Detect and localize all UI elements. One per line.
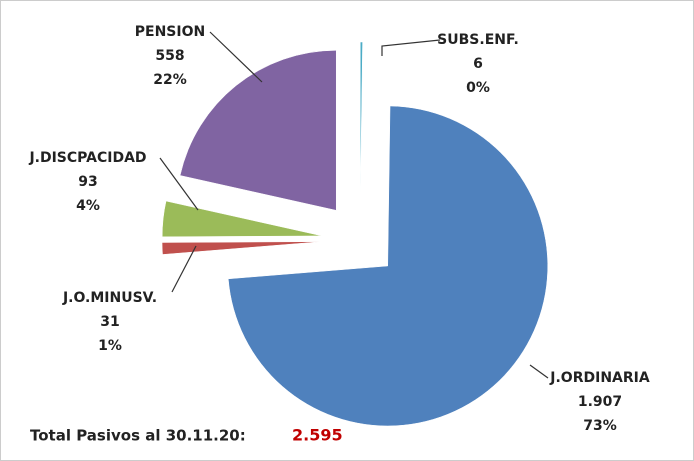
leader-line: [171, 245, 197, 293]
leader-line: [159, 157, 199, 211]
value-label: 93: [78, 174, 97, 190]
pie-slice: [227, 105, 548, 427]
slice-label: J.O.MINUSV.: [62, 290, 157, 306]
slice-label: SUBS.ENF.: [437, 32, 519, 48]
value-label: 31: [100, 314, 119, 330]
leader-line: [381, 39, 441, 56]
percent-label: 1%: [98, 338, 122, 354]
slice-label: J.DISCPACIDAD: [28, 150, 146, 166]
leader-line: [529, 364, 549, 379]
percent-label: 4%: [76, 198, 100, 214]
percent-label: 0%: [466, 80, 490, 96]
pie-slice: [360, 41, 363, 203]
value-label: 558: [155, 48, 184, 64]
slice-label: PENSION: [135, 24, 205, 40]
pie-slice: [161, 200, 323, 238]
total-value: 2.595: [292, 426, 343, 445]
value-label: 1.907: [578, 394, 622, 410]
leader-line: [209, 31, 263, 83]
percent-label: 22%: [153, 72, 187, 88]
pie-slice: [161, 241, 323, 255]
value-label: 6: [473, 56, 483, 72]
percent-label: 73%: [583, 418, 617, 434]
total-text: Total Pasivos al 30.11.20:: [30, 427, 246, 445]
pie-slice: [179, 50, 337, 211]
slice-label: J.ORDINARIA: [549, 370, 650, 386]
